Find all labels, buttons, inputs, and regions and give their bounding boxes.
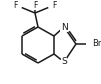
Text: F: F — [33, 1, 37, 10]
Text: F: F — [14, 2, 18, 10]
Text: N: N — [61, 23, 67, 32]
Text: Br: Br — [92, 39, 101, 48]
Text: F: F — [52, 2, 56, 10]
Text: S: S — [61, 58, 67, 67]
